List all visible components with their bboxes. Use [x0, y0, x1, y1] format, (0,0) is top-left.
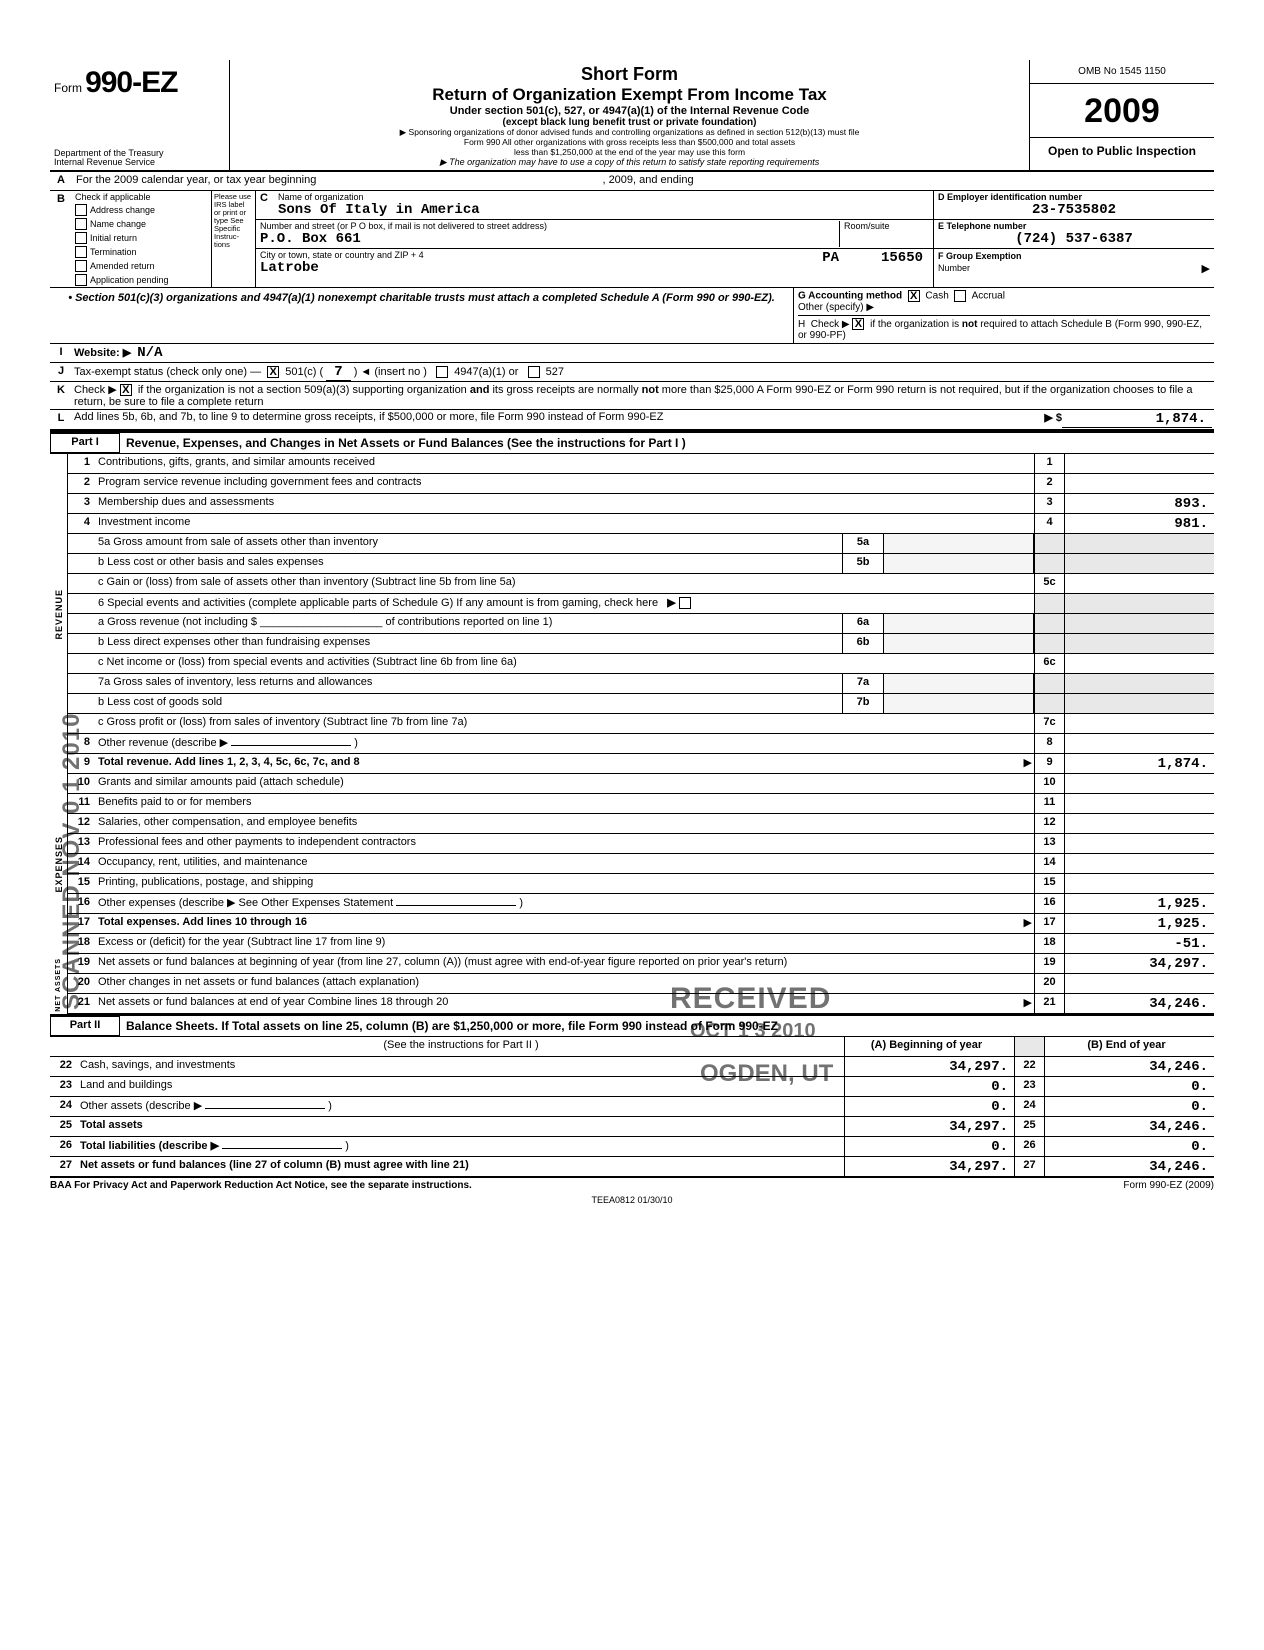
org-name: Sons Of Italy in America [278, 202, 929, 218]
cb-cash[interactable]: X [908, 290, 920, 302]
form-header: Form 990-EZ Department of the Treasury I… [50, 60, 1214, 172]
chk-4: Amended return [90, 261, 155, 271]
cb-pending[interactable] [75, 274, 87, 286]
title-section: Under section 501(c), 527, or 4947(a)(1)… [238, 105, 1021, 117]
org-city: Latrobe [260, 260, 319, 276]
k-text-pre: Check ▶ [74, 384, 120, 396]
expenses-side-label: EXPENSES [54, 836, 64, 893]
chk-2: Initial return [90, 233, 137, 243]
form-number: 990-EZ [85, 66, 177, 99]
j-insert: ) ◄ (insert no ) [354, 366, 427, 378]
arrow-icon: ▶ [1202, 262, 1210, 275]
org-state: PA [789, 250, 839, 276]
website-value: N/A [137, 345, 162, 361]
line-l-value: 1,874. [1062, 411, 1212, 428]
title-return: Return of Organization Exempt From Incom… [238, 85, 1021, 105]
group-exempt-number-label: Number [938, 263, 970, 273]
label-k: K [50, 382, 72, 409]
group-exempt-label: F Group Exemption [938, 251, 1022, 261]
cb-501c[interactable]: X [267, 366, 279, 378]
ein-value: 23-7535802 [938, 202, 1210, 218]
cb-address-change[interactable] [75, 204, 87, 216]
label-a: A [50, 172, 72, 190]
dept-line-2: Internal Revenue Service [54, 158, 225, 168]
cb-termination[interactable] [75, 246, 87, 258]
accrual-label: Accrual [972, 291, 1005, 302]
cb-accrual[interactable] [954, 290, 966, 302]
footer-mid: TEEA0812 01/30/10 [50, 1195, 1214, 1205]
org-address: P.O. Box 661 [260, 231, 839, 247]
footer-baa: BAA For Privacy Act and Paperwork Reduct… [50, 1180, 472, 1191]
form-prefix: Form [54, 81, 82, 95]
addr-label: Number and street (or P O box, if mail i… [260, 221, 839, 231]
check-if-applicable: Check if applicable [72, 191, 211, 203]
j-4947: 4947(a)(1) or [454, 366, 518, 378]
j-501c: 501(c) ( [285, 366, 323, 378]
city-label: City or town, state or country and ZIP +… [260, 250, 789, 260]
part2-title: Balance Sheets. If Total assets on line … [126, 1019, 778, 1033]
cb-4947[interactable] [436, 366, 448, 378]
tax-exempt-label: Tax-exempt status (check only one) — [74, 366, 261, 378]
footer-right: Form 990-EZ (2009) [1123, 1180, 1214, 1191]
j-527: 527 [546, 366, 564, 378]
chk-3: Termination [90, 247, 137, 257]
schedule-a-note: • Section 501(c)(3) organizations and 49… [50, 288, 794, 343]
omb-number: OMB No 1545 1150 [1030, 60, 1214, 84]
line-l-arrow: ▶ $ [1022, 411, 1062, 428]
other-specify: Other (specify) ▶ [798, 302, 874, 313]
chk-5: Application pending [90, 275, 169, 285]
revenue-side-label: REVENUE [54, 589, 64, 640]
name-of-org-label: Name of organization [278, 192, 929, 202]
part2-label: Part II [50, 1016, 120, 1036]
phone-value: (724) 537-6387 [938, 231, 1210, 247]
label-i: I [50, 344, 72, 362]
line-l-text: Add lines 5b, 6b, and 7b, to line 9 to d… [74, 411, 1022, 428]
org-zip: 15650 [839, 250, 929, 276]
phone-label: E Telephone number [938, 221, 1210, 231]
open-to-public: Open to Public Inspection [1030, 138, 1214, 164]
part2-sub: (See the instructions for Part II ) [78, 1037, 844, 1056]
label-b: B [50, 191, 72, 287]
label-l: L [50, 410, 72, 429]
note-copy: ▶ The organization may have to use a cop… [238, 157, 1021, 168]
note-less: less than $1,250,000 at the end of the y… [238, 148, 1021, 158]
cb-initial-return[interactable] [75, 232, 87, 244]
ein-label: D Employer identification number [938, 192, 1210, 202]
netassets-side-label: NET ASSETS [55, 958, 62, 1012]
j-num: 7 [326, 364, 350, 381]
chk-0: Address change [90, 205, 155, 215]
part1-title: Revenue, Expenses, and Changes in Net As… [120, 433, 1214, 453]
chk-1: Name change [90, 219, 146, 229]
label-c: C [260, 192, 278, 218]
room-label: Room/suite [844, 221, 929, 231]
title-short-form: Short Form [238, 64, 1021, 85]
h-check-text: H Check ▶ X if the organization is not r… [798, 319, 1202, 341]
website-label: Website: ▶ [74, 347, 131, 359]
cb-527[interactable] [528, 366, 540, 378]
cb-amended[interactable] [75, 260, 87, 272]
please-use-label: Please use IRS label or print or type Se… [212, 191, 256, 287]
cb-name-change[interactable] [75, 218, 87, 230]
accounting-method-label: G Accounting method [798, 291, 902, 302]
cb-h[interactable]: X [852, 318, 864, 330]
cash-label: Cash [925, 291, 948, 302]
col-b-header: (B) End of year [1044, 1037, 1214, 1056]
part1-label: Part I [50, 433, 120, 453]
tax-year: 2009 [1030, 84, 1214, 138]
cb-k[interactable]: X [120, 384, 132, 396]
label-j: J [50, 363, 72, 381]
line-a-text: For the 2009 calendar year, or tax year … [76, 174, 316, 186]
k-text: if the organization is not a section 509… [74, 384, 1193, 408]
col-a-header: (A) Beginning of year [844, 1037, 1014, 1056]
line-a-mid: , 2009, and ending [602, 174, 693, 186]
